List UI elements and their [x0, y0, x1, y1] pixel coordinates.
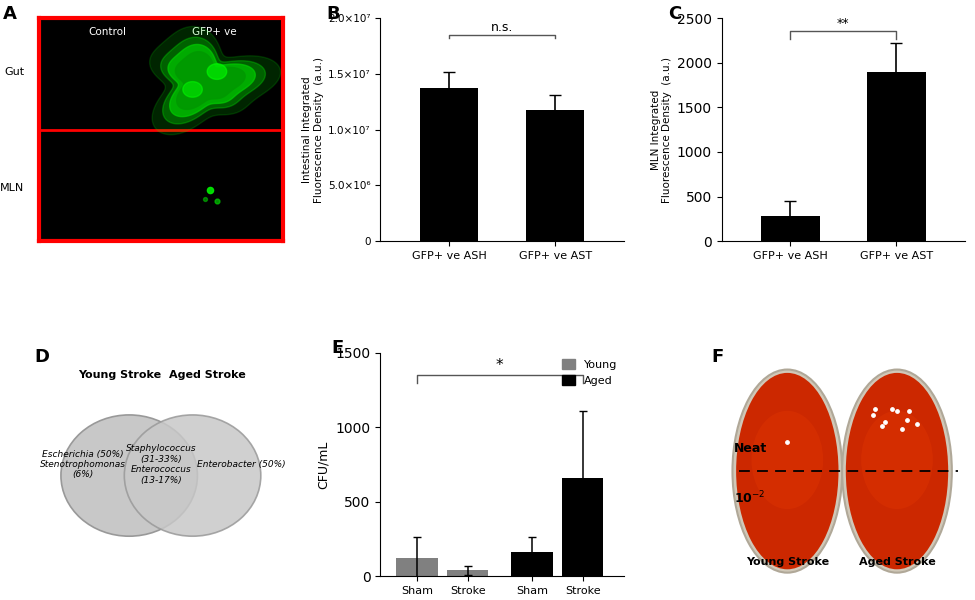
Text: Aged Stroke: Aged Stroke	[169, 370, 246, 380]
Y-axis label: CFU/mL: CFU/mL	[317, 440, 330, 488]
Point	[909, 419, 924, 429]
Text: Staphylococcus
(31-33%)
Enterococcus
(13-17%): Staphylococcus (31-33%) Enterococcus (13…	[126, 444, 196, 485]
Y-axis label: MLN Integrated
Fluorescence Density  (a.u.): MLN Integrated Fluorescence Density (a.u…	[651, 56, 673, 203]
Polygon shape	[176, 52, 245, 109]
Ellipse shape	[60, 415, 197, 536]
Y-axis label: Intestinal Integrated
Fluorescence Density  (a.u.): Intestinal Integrated Fluorescence Densi…	[302, 56, 324, 203]
Ellipse shape	[736, 373, 838, 569]
Text: Neat: Neat	[733, 442, 767, 455]
Point	[894, 424, 910, 433]
Ellipse shape	[752, 411, 823, 509]
Text: Control: Control	[89, 27, 126, 37]
Bar	[761, 216, 820, 241]
Point	[780, 437, 796, 447]
Point	[209, 196, 224, 206]
Bar	[562, 478, 604, 576]
Text: A: A	[2, 5, 17, 23]
Text: MLN: MLN	[0, 182, 24, 193]
Point	[878, 417, 893, 427]
Text: *: *	[496, 358, 504, 373]
Text: Escherichia (50%)
Stenotrophomonas
(6%): Escherichia (50%) Stenotrophomonas (6%)	[40, 449, 126, 479]
Ellipse shape	[846, 373, 948, 569]
Bar	[420, 88, 479, 241]
Point	[197, 194, 213, 203]
Text: C: C	[668, 5, 682, 23]
Text: Young Stroke: Young Stroke	[746, 557, 829, 567]
Ellipse shape	[732, 370, 842, 572]
Text: D: D	[34, 349, 49, 367]
Polygon shape	[183, 82, 203, 97]
Ellipse shape	[842, 370, 952, 572]
Text: 10$^{-2}$: 10$^{-2}$	[733, 490, 765, 506]
Point	[865, 410, 880, 420]
Bar	[511, 552, 553, 576]
Text: Enterobacter (50%): Enterobacter (50%)	[197, 460, 286, 469]
Point	[899, 415, 915, 425]
Text: n.s.: n.s.	[491, 21, 513, 34]
Text: GFP+ ve: GFP+ ve	[192, 27, 237, 37]
Text: E: E	[332, 340, 344, 358]
Text: Young Stroke: Young Stroke	[78, 370, 161, 380]
Text: Aged Stroke: Aged Stroke	[859, 557, 935, 567]
Point	[901, 406, 916, 416]
Polygon shape	[161, 37, 265, 124]
Point	[875, 422, 890, 431]
Point	[884, 404, 900, 413]
Point	[868, 404, 883, 413]
Text: F: F	[712, 349, 724, 367]
Polygon shape	[208, 64, 227, 79]
Bar	[447, 570, 488, 576]
Ellipse shape	[125, 415, 261, 536]
Bar	[867, 71, 925, 241]
Text: Gut: Gut	[4, 67, 24, 77]
Bar	[526, 110, 584, 241]
Legend: Young, Aged: Young, Aged	[558, 355, 622, 391]
Text: **: **	[838, 17, 849, 29]
Text: B: B	[327, 5, 340, 23]
Polygon shape	[168, 44, 255, 116]
Ellipse shape	[861, 411, 933, 509]
Polygon shape	[149, 26, 281, 135]
Point	[889, 406, 905, 416]
Point	[202, 185, 217, 194]
Bar	[397, 558, 438, 576]
